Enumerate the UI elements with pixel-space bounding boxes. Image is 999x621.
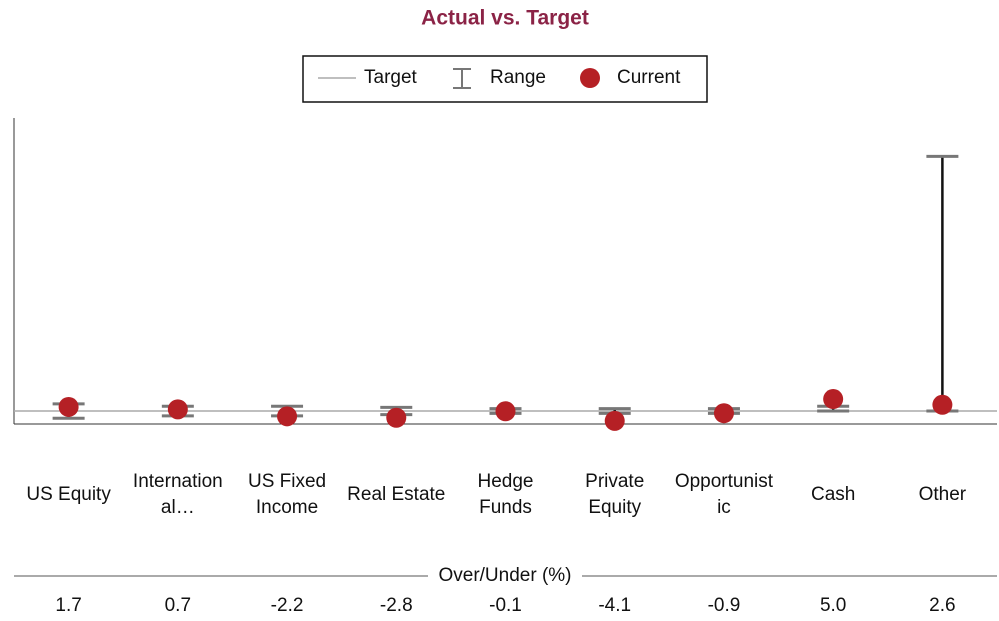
legend-range-swatch [453,68,471,89]
current-marker [167,399,188,420]
table-value: -0.1 [489,595,522,616]
x-tick-label: Private Equity [585,471,644,518]
table-value: -2.8 [380,595,413,616]
legend-label: Range [490,67,546,88]
current-marker [495,401,516,422]
current-marker [58,396,79,417]
x-tick-label: Cash [811,484,855,505]
table-value: 5.0 [820,595,846,616]
table-value: 2.6 [929,595,955,616]
legend-current-swatch [580,68,600,88]
table-value: -0.9 [708,595,741,616]
current-marker [386,407,407,428]
table-value: 0.7 [165,595,191,616]
current-marker [604,410,625,431]
legend-box [302,55,708,103]
table-value: -4.1 [598,595,631,616]
legend-label: Current [617,67,681,88]
x-tick-label: US Equity [26,484,111,505]
chart-title: Actual vs. Target [421,7,589,30]
x-tick-label: Other [919,484,967,505]
current-marker [713,403,734,424]
x-tick-label: Real Estate [347,484,445,505]
table-value: 1.7 [55,595,81,616]
legend-label: Target [364,67,418,88]
x-tick-label: US Fixed Income [248,471,326,518]
x-tick-label: Internation al… [133,471,223,518]
x-tick-label: Hedge Funds [478,471,534,518]
table-value: -2.2 [271,595,304,616]
current-marker [277,406,298,427]
x-tick-label: Opportunist ic [675,471,774,518]
current-marker [932,394,953,415]
table-label: Over/Under (%) [438,565,571,586]
current-marker [823,389,844,410]
